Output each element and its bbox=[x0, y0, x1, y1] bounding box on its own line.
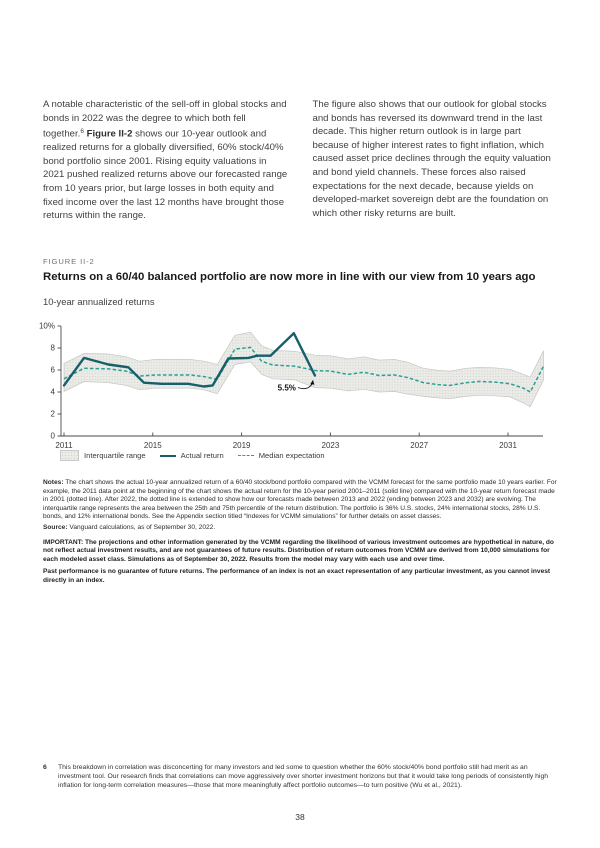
legend-item-interquartile-range: Interquartile range bbox=[60, 450, 146, 461]
important-paragraph: IMPORTANT: The projections and other inf… bbox=[43, 538, 554, 563]
svg-text:5.5%: 5.5% bbox=[278, 384, 296, 393]
svg-text:2015: 2015 bbox=[144, 441, 162, 450]
footnote-reference: 6 bbox=[80, 128, 84, 136]
legend-item-median-expectation: Median expectation bbox=[237, 451, 325, 460]
figure-reference: Figure II-2 bbox=[86, 128, 133, 140]
interquartile-range-swatch-icon bbox=[60, 450, 79, 461]
intro-columns: A notable characteristic of the sell-off… bbox=[43, 98, 558, 223]
notes-block: Notes: The chart shows the actual 10-yea… bbox=[43, 479, 560, 585]
chart: 0 2 4 6 8 10% 2011 2015 2019 2023 2027 2031 5.5% bbox=[30, 314, 570, 454]
figure-label: FIGURE II-2 bbox=[43, 257, 95, 266]
svg-text:2011: 2011 bbox=[55, 441, 73, 450]
intro-left-text: A notable characteristic of the sell-off… bbox=[43, 99, 287, 140]
legend-label: Actual return bbox=[180, 451, 224, 460]
chart-legend: Interquartile range Actual return Median… bbox=[60, 450, 325, 461]
svg-text:2: 2 bbox=[51, 410, 56, 419]
page-number: 38 bbox=[295, 812, 305, 822]
source-label: Source: bbox=[43, 524, 68, 531]
svg-text:2027: 2027 bbox=[410, 441, 428, 450]
chart-svg: 0 2 4 6 8 10% 2011 2015 2019 2023 2027 2031 5.5% bbox=[30, 314, 570, 459]
intro-left-text-cont: shows our 10-year outlook and realized r… bbox=[43, 128, 288, 222]
past-performance-paragraph: Past performance is no guarantee of futu… bbox=[43, 568, 551, 584]
actual-return-line-icon bbox=[159, 454, 176, 457]
median-expectation-line-icon bbox=[237, 455, 254, 456]
figure-header: FIGURE II-2 Returns on a 60/40 balanced … bbox=[43, 257, 560, 307]
svg-text:6: 6 bbox=[51, 366, 56, 375]
svg-text:2023: 2023 bbox=[322, 441, 340, 450]
svg-text:2031: 2031 bbox=[499, 441, 517, 450]
source-text: Vanguard calculations, as of September 3… bbox=[69, 524, 216, 531]
legend-item-actual-return: Actual return bbox=[159, 451, 224, 460]
footnote-number: 6 bbox=[43, 764, 47, 771]
source-paragraph: Source: Vanguard calculations, as of Sep… bbox=[43, 524, 560, 533]
notes-paragraph: Notes: The chart shows the actual 10-yea… bbox=[43, 479, 560, 522]
intro-paragraph-right: The figure also shows that our outlook f… bbox=[312, 99, 551, 219]
notes-label: Notes: bbox=[43, 479, 64, 486]
notes-text: The chart shows the actual 10-year annua… bbox=[43, 479, 557, 520]
footnote-text: This breakdown in correlation was discon… bbox=[58, 764, 548, 790]
svg-text:8: 8 bbox=[51, 344, 56, 353]
figure-title: Returns on a 60/40 balanced portfolio ar… bbox=[43, 271, 536, 283]
intro-paragraph-left: A notable characteristic of the sell-off… bbox=[43, 98, 289, 223]
figure-subtitle: 10-year annualized returns bbox=[43, 296, 155, 307]
svg-text:2019: 2019 bbox=[233, 441, 251, 450]
svg-text:10%: 10% bbox=[39, 322, 55, 331]
footnote-block: 6 This breakdown in correlation was disc… bbox=[43, 763, 560, 791]
svg-text:0: 0 bbox=[51, 432, 56, 441]
legend-label: Median expectation bbox=[258, 451, 325, 460]
svg-text:4: 4 bbox=[51, 388, 56, 397]
legend-label: Interquartile range bbox=[84, 451, 146, 460]
